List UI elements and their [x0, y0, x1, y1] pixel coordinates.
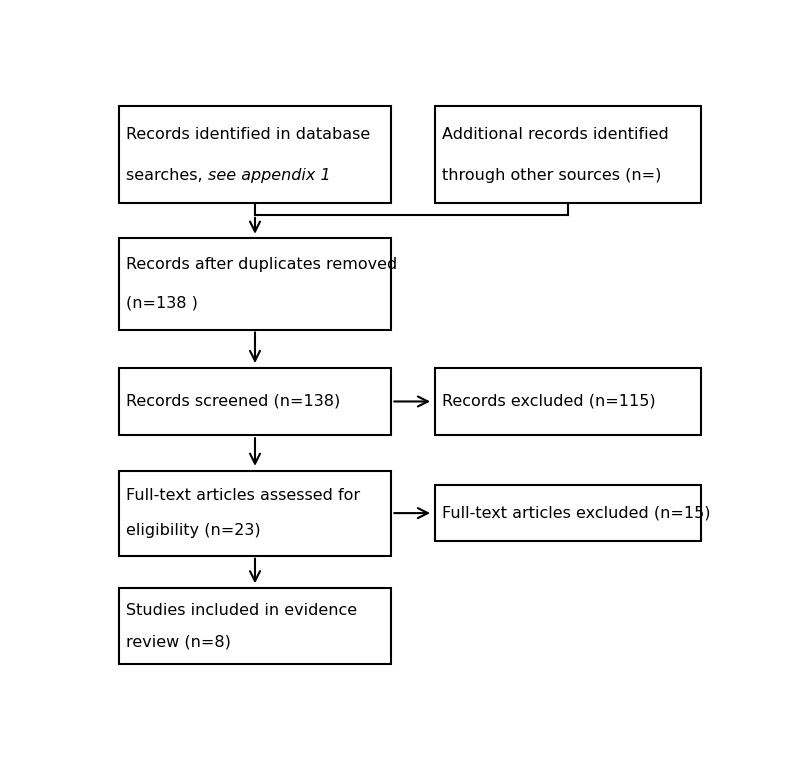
Text: see appendix 1: see appendix 1 — [208, 168, 330, 183]
Text: Additional records identified: Additional records identified — [442, 127, 669, 141]
FancyBboxPatch shape — [435, 485, 702, 541]
FancyBboxPatch shape — [118, 588, 391, 665]
Text: Records screened (n=138): Records screened (n=138) — [126, 394, 340, 409]
FancyBboxPatch shape — [118, 471, 391, 555]
Text: eligibility (n=23): eligibility (n=23) — [126, 523, 261, 539]
FancyBboxPatch shape — [118, 106, 391, 203]
Text: Records excluded (n=115): Records excluded (n=115) — [442, 394, 656, 409]
Text: Studies included in evidence: Studies included in evidence — [126, 603, 357, 618]
Text: searches,: searches, — [126, 168, 208, 183]
Text: through other sources (n=): through other sources (n=) — [442, 168, 662, 183]
Text: Full-text articles excluded (n=15): Full-text articles excluded (n=15) — [442, 506, 710, 520]
Text: Records after duplicates removed: Records after duplicates removed — [126, 257, 398, 272]
Text: Records identified in database: Records identified in database — [126, 127, 370, 141]
FancyBboxPatch shape — [435, 106, 702, 203]
FancyBboxPatch shape — [435, 368, 702, 435]
Text: Full-text articles assessed for: Full-text articles assessed for — [126, 488, 360, 503]
Text: (n=138 ): (n=138 ) — [126, 296, 198, 311]
FancyBboxPatch shape — [118, 238, 391, 330]
FancyBboxPatch shape — [118, 368, 391, 435]
Text: review (n=8): review (n=8) — [126, 634, 231, 649]
